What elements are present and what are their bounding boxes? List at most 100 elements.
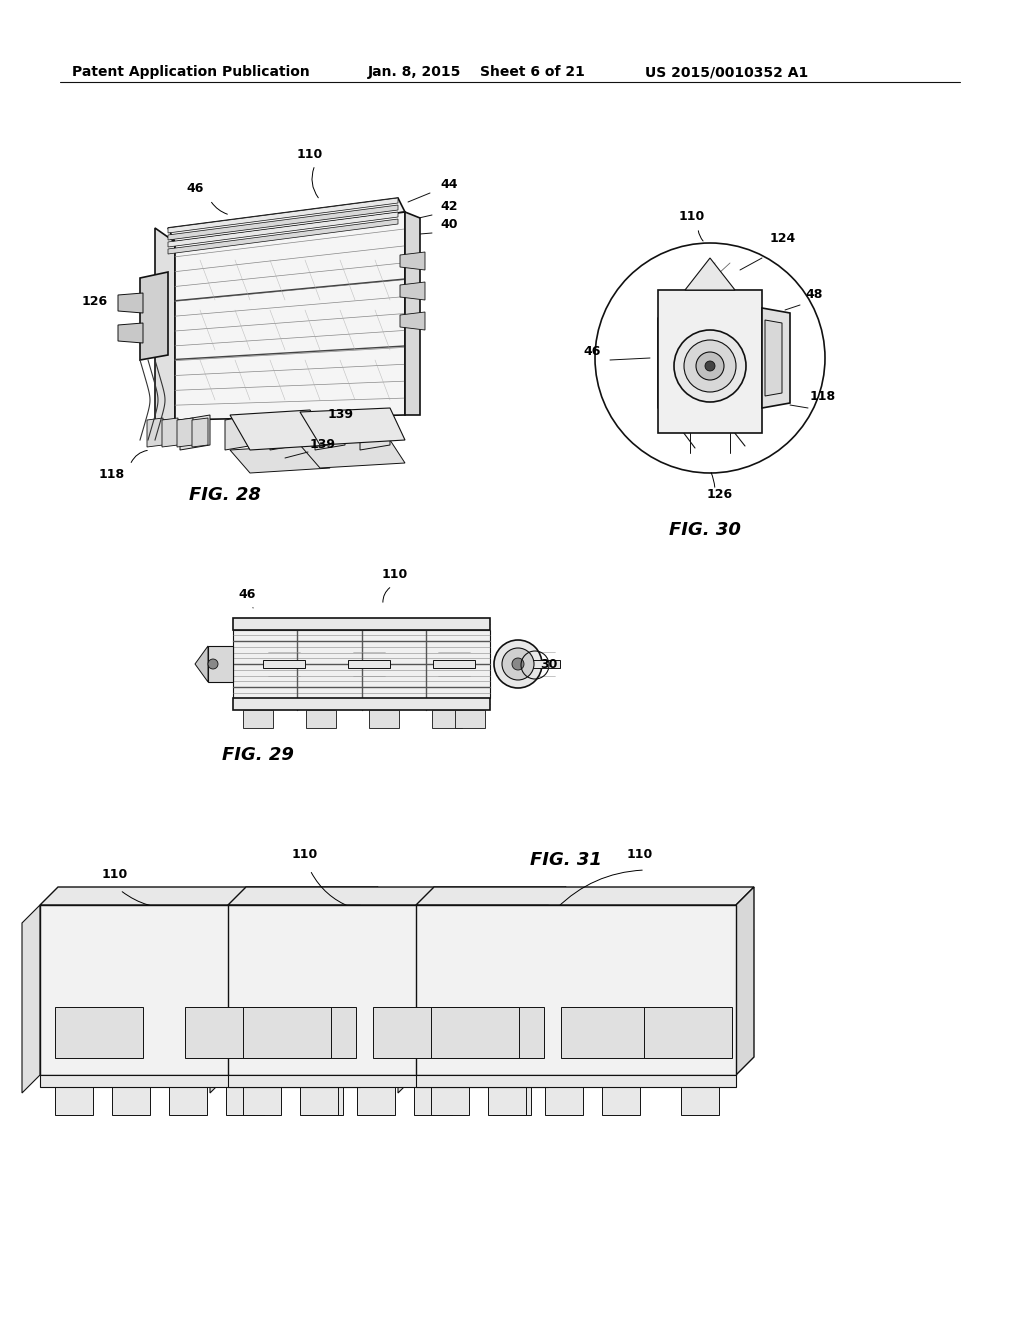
Polygon shape (118, 293, 143, 313)
Polygon shape (685, 257, 735, 290)
Polygon shape (681, 1086, 719, 1115)
Polygon shape (208, 645, 233, 682)
Polygon shape (243, 710, 273, 729)
Polygon shape (416, 906, 736, 1074)
Polygon shape (233, 630, 490, 698)
Circle shape (494, 640, 542, 688)
Polygon shape (432, 710, 462, 729)
Polygon shape (226, 1086, 264, 1115)
Text: 110: 110 (679, 210, 706, 223)
Text: 139: 139 (310, 438, 336, 451)
Text: 46: 46 (186, 182, 204, 195)
Polygon shape (300, 440, 406, 469)
Polygon shape (195, 645, 208, 682)
Text: Sheet 6 of 21: Sheet 6 of 21 (480, 65, 585, 79)
Text: 118: 118 (99, 469, 125, 480)
Polygon shape (400, 252, 425, 271)
Polygon shape (210, 906, 228, 1093)
Polygon shape (658, 290, 762, 433)
Polygon shape (398, 906, 416, 1093)
Circle shape (512, 657, 524, 671)
Polygon shape (185, 1007, 273, 1059)
Polygon shape (416, 887, 754, 906)
Circle shape (208, 659, 218, 669)
Text: 44: 44 (440, 178, 458, 191)
Text: 126: 126 (82, 294, 108, 308)
Polygon shape (270, 414, 300, 450)
Text: FIG. 31: FIG. 31 (530, 851, 602, 869)
Text: 40: 40 (440, 218, 458, 231)
Text: 110: 110 (297, 148, 324, 161)
Polygon shape (233, 698, 490, 710)
Polygon shape (228, 906, 548, 1074)
Polygon shape (243, 1086, 281, 1115)
Polygon shape (55, 1086, 93, 1115)
Polygon shape (180, 414, 210, 450)
Polygon shape (602, 1086, 640, 1115)
Polygon shape (416, 1074, 736, 1086)
Polygon shape (400, 282, 425, 300)
Polygon shape (357, 1086, 395, 1115)
Polygon shape (493, 1086, 531, 1115)
Polygon shape (305, 1086, 343, 1115)
Polygon shape (736, 887, 754, 1074)
Polygon shape (300, 408, 406, 445)
Polygon shape (644, 1007, 732, 1059)
Text: FIG. 28: FIG. 28 (189, 486, 261, 504)
Polygon shape (22, 906, 40, 1093)
Polygon shape (55, 1007, 143, 1059)
Circle shape (502, 648, 534, 680)
Text: 48: 48 (805, 288, 822, 301)
Text: 126: 126 (707, 488, 733, 502)
Polygon shape (348, 660, 390, 668)
Polygon shape (268, 1007, 356, 1059)
Polygon shape (228, 1074, 548, 1086)
Polygon shape (518, 660, 560, 668)
Polygon shape (369, 710, 399, 729)
Polygon shape (168, 198, 398, 234)
Polygon shape (193, 418, 208, 447)
Polygon shape (228, 887, 566, 906)
Polygon shape (40, 887, 378, 906)
Text: FIG. 29: FIG. 29 (222, 746, 294, 764)
Text: Patent Application Publication: Patent Application Publication (72, 65, 309, 79)
Circle shape (674, 330, 746, 403)
Polygon shape (175, 213, 406, 420)
Text: US 2015/0010352 A1: US 2015/0010352 A1 (645, 65, 808, 79)
Polygon shape (455, 710, 485, 729)
Text: 46: 46 (584, 345, 601, 358)
Polygon shape (400, 312, 425, 330)
Polygon shape (112, 1086, 150, 1115)
Polygon shape (431, 1086, 469, 1115)
Polygon shape (414, 1086, 452, 1115)
Polygon shape (147, 418, 163, 447)
Polygon shape (300, 1086, 338, 1115)
Polygon shape (488, 1086, 526, 1115)
Polygon shape (433, 660, 475, 668)
Polygon shape (765, 319, 782, 396)
Polygon shape (225, 414, 255, 450)
Polygon shape (168, 205, 398, 240)
Text: 139: 139 (328, 408, 354, 421)
Polygon shape (431, 1007, 519, 1059)
Polygon shape (169, 1086, 207, 1115)
Text: 30: 30 (540, 657, 557, 671)
Text: 42: 42 (440, 201, 458, 213)
Text: 110: 110 (101, 869, 128, 880)
Polygon shape (561, 1007, 649, 1059)
Polygon shape (243, 1007, 331, 1059)
Polygon shape (233, 618, 490, 630)
Text: FIG. 30: FIG. 30 (669, 521, 741, 539)
Polygon shape (40, 1074, 360, 1086)
Polygon shape (230, 411, 330, 450)
Polygon shape (155, 228, 175, 420)
Polygon shape (177, 418, 193, 447)
Polygon shape (545, 1086, 583, 1115)
Polygon shape (315, 414, 345, 450)
Polygon shape (168, 219, 398, 253)
Text: 110: 110 (627, 847, 653, 861)
Polygon shape (548, 887, 566, 1074)
Polygon shape (373, 1007, 461, 1059)
Polygon shape (263, 660, 305, 668)
Polygon shape (360, 414, 390, 450)
